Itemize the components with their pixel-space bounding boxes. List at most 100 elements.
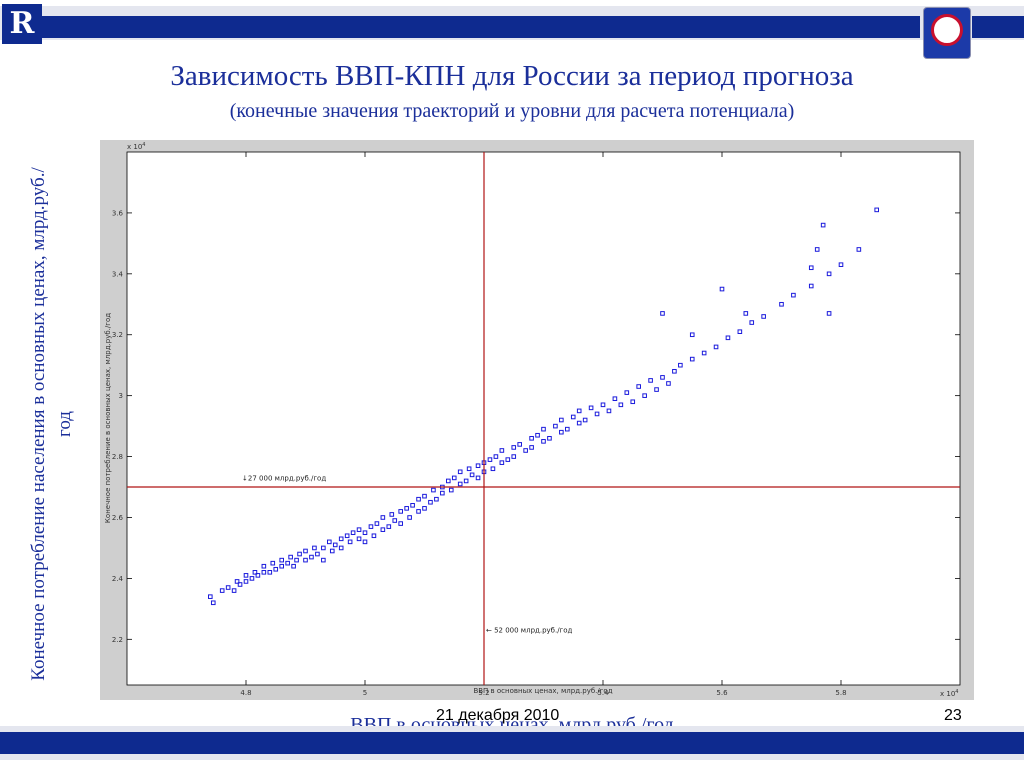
data-point <box>779 301 784 307</box>
data-point <box>660 311 665 316</box>
data-point <box>874 207 880 213</box>
data-point <box>505 457 511 462</box>
data-point <box>791 292 796 298</box>
data-point <box>321 557 326 563</box>
data-point <box>392 518 398 523</box>
data-point <box>701 350 707 356</box>
x-scale-exp: 4 <box>955 689 958 695</box>
data-point <box>428 499 433 505</box>
data-point <box>451 475 457 481</box>
y-tick-label: 2.4 <box>112 575 124 583</box>
x-tick-label: 5.6 <box>716 689 728 697</box>
data-point <box>559 417 564 423</box>
data-point <box>725 335 731 341</box>
data-point <box>600 402 606 408</box>
data-point <box>389 512 395 517</box>
y-tick-label: 2.2 <box>112 636 123 644</box>
data-point <box>457 469 463 475</box>
x-scale-base: x 10 <box>940 690 955 698</box>
data-point <box>315 551 320 557</box>
data-point <box>285 560 290 566</box>
data-point <box>231 588 237 593</box>
data-point <box>312 545 317 551</box>
ferm-lab-logo-circle <box>931 14 963 46</box>
page-number: 23 <box>944 707 962 724</box>
data-point <box>582 417 588 423</box>
data-point <box>672 368 677 374</box>
inner-y-axis-label: Конечное потребление в основных ценах, м… <box>104 313 112 523</box>
data-point <box>362 530 368 536</box>
data-point <box>666 381 671 386</box>
y-scale-label: x 104 <box>127 142 145 151</box>
data-point <box>541 439 546 444</box>
x-tick-label: 5.2 <box>478 689 489 697</box>
x-tick-label: 5.8 <box>835 689 846 697</box>
data-point <box>523 448 528 453</box>
data-point <box>448 487 454 493</box>
data-point <box>630 399 636 405</box>
data-point <box>808 265 814 271</box>
data-point <box>838 262 844 267</box>
data-point <box>404 506 409 511</box>
data-point <box>252 570 258 575</box>
data-point <box>511 445 517 450</box>
slide-title: Зависимость ВВП-КПН для России за период… <box>170 60 854 92</box>
data-point <box>416 496 421 502</box>
y-tick-label: 2.8 <box>112 453 123 461</box>
data-point <box>612 396 618 402</box>
data-point <box>249 576 255 581</box>
data-point <box>297 551 302 557</box>
data-point <box>267 570 273 575</box>
y-tick-label: 3.2 <box>112 331 123 339</box>
data-point <box>499 448 505 453</box>
data-point <box>559 429 564 435</box>
data-point <box>490 466 496 472</box>
data-point <box>416 509 421 514</box>
data-point <box>826 271 832 277</box>
data-point <box>321 545 326 551</box>
slide-subtitle: (конечные значения траекторий и уровни д… <box>229 100 795 122</box>
data-point <box>386 524 392 529</box>
data-point <box>808 283 814 289</box>
data-point <box>517 442 522 447</box>
data-point <box>814 247 820 252</box>
data-point <box>338 545 344 551</box>
data-point <box>261 570 267 575</box>
y-tick-label: 3.4 <box>112 270 124 278</box>
data-point <box>255 573 261 578</box>
data-point <box>431 487 436 493</box>
data-point <box>434 496 439 502</box>
data-point <box>826 311 832 316</box>
data-point <box>398 521 403 526</box>
data-point <box>529 435 534 441</box>
data-point <box>588 405 594 411</box>
x-scale-label: x 104 <box>940 689 958 698</box>
data-point <box>689 332 695 338</box>
data-point <box>576 408 582 414</box>
data-point <box>279 557 284 563</box>
data-point <box>606 408 612 414</box>
plot-area <box>126 151 961 686</box>
y-scale-base: x 10 <box>127 143 142 151</box>
data-point <box>371 533 377 539</box>
data-point <box>294 557 299 563</box>
data-point <box>332 542 338 548</box>
data-point <box>309 554 314 560</box>
data-point <box>243 579 249 584</box>
data-point <box>761 314 766 319</box>
footer-date: 21 декабря 2010 <box>436 707 560 724</box>
data-point <box>380 527 386 532</box>
data-point <box>303 557 308 563</box>
data-point <box>350 530 356 536</box>
x-tick-label: 5 <box>363 689 367 697</box>
outer-y-axis-label: Конечное потребление населения в основны… <box>28 167 75 681</box>
x-tick-label: 5.4 <box>597 689 609 697</box>
x-tick-label: 4.8 <box>240 689 251 697</box>
data-point <box>208 594 213 599</box>
data-point <box>279 563 284 569</box>
data-point <box>329 548 335 554</box>
data-point <box>463 478 469 484</box>
data-point <box>407 515 412 520</box>
y-tick-label: 3 <box>119 392 123 400</box>
data-point <box>234 579 240 584</box>
